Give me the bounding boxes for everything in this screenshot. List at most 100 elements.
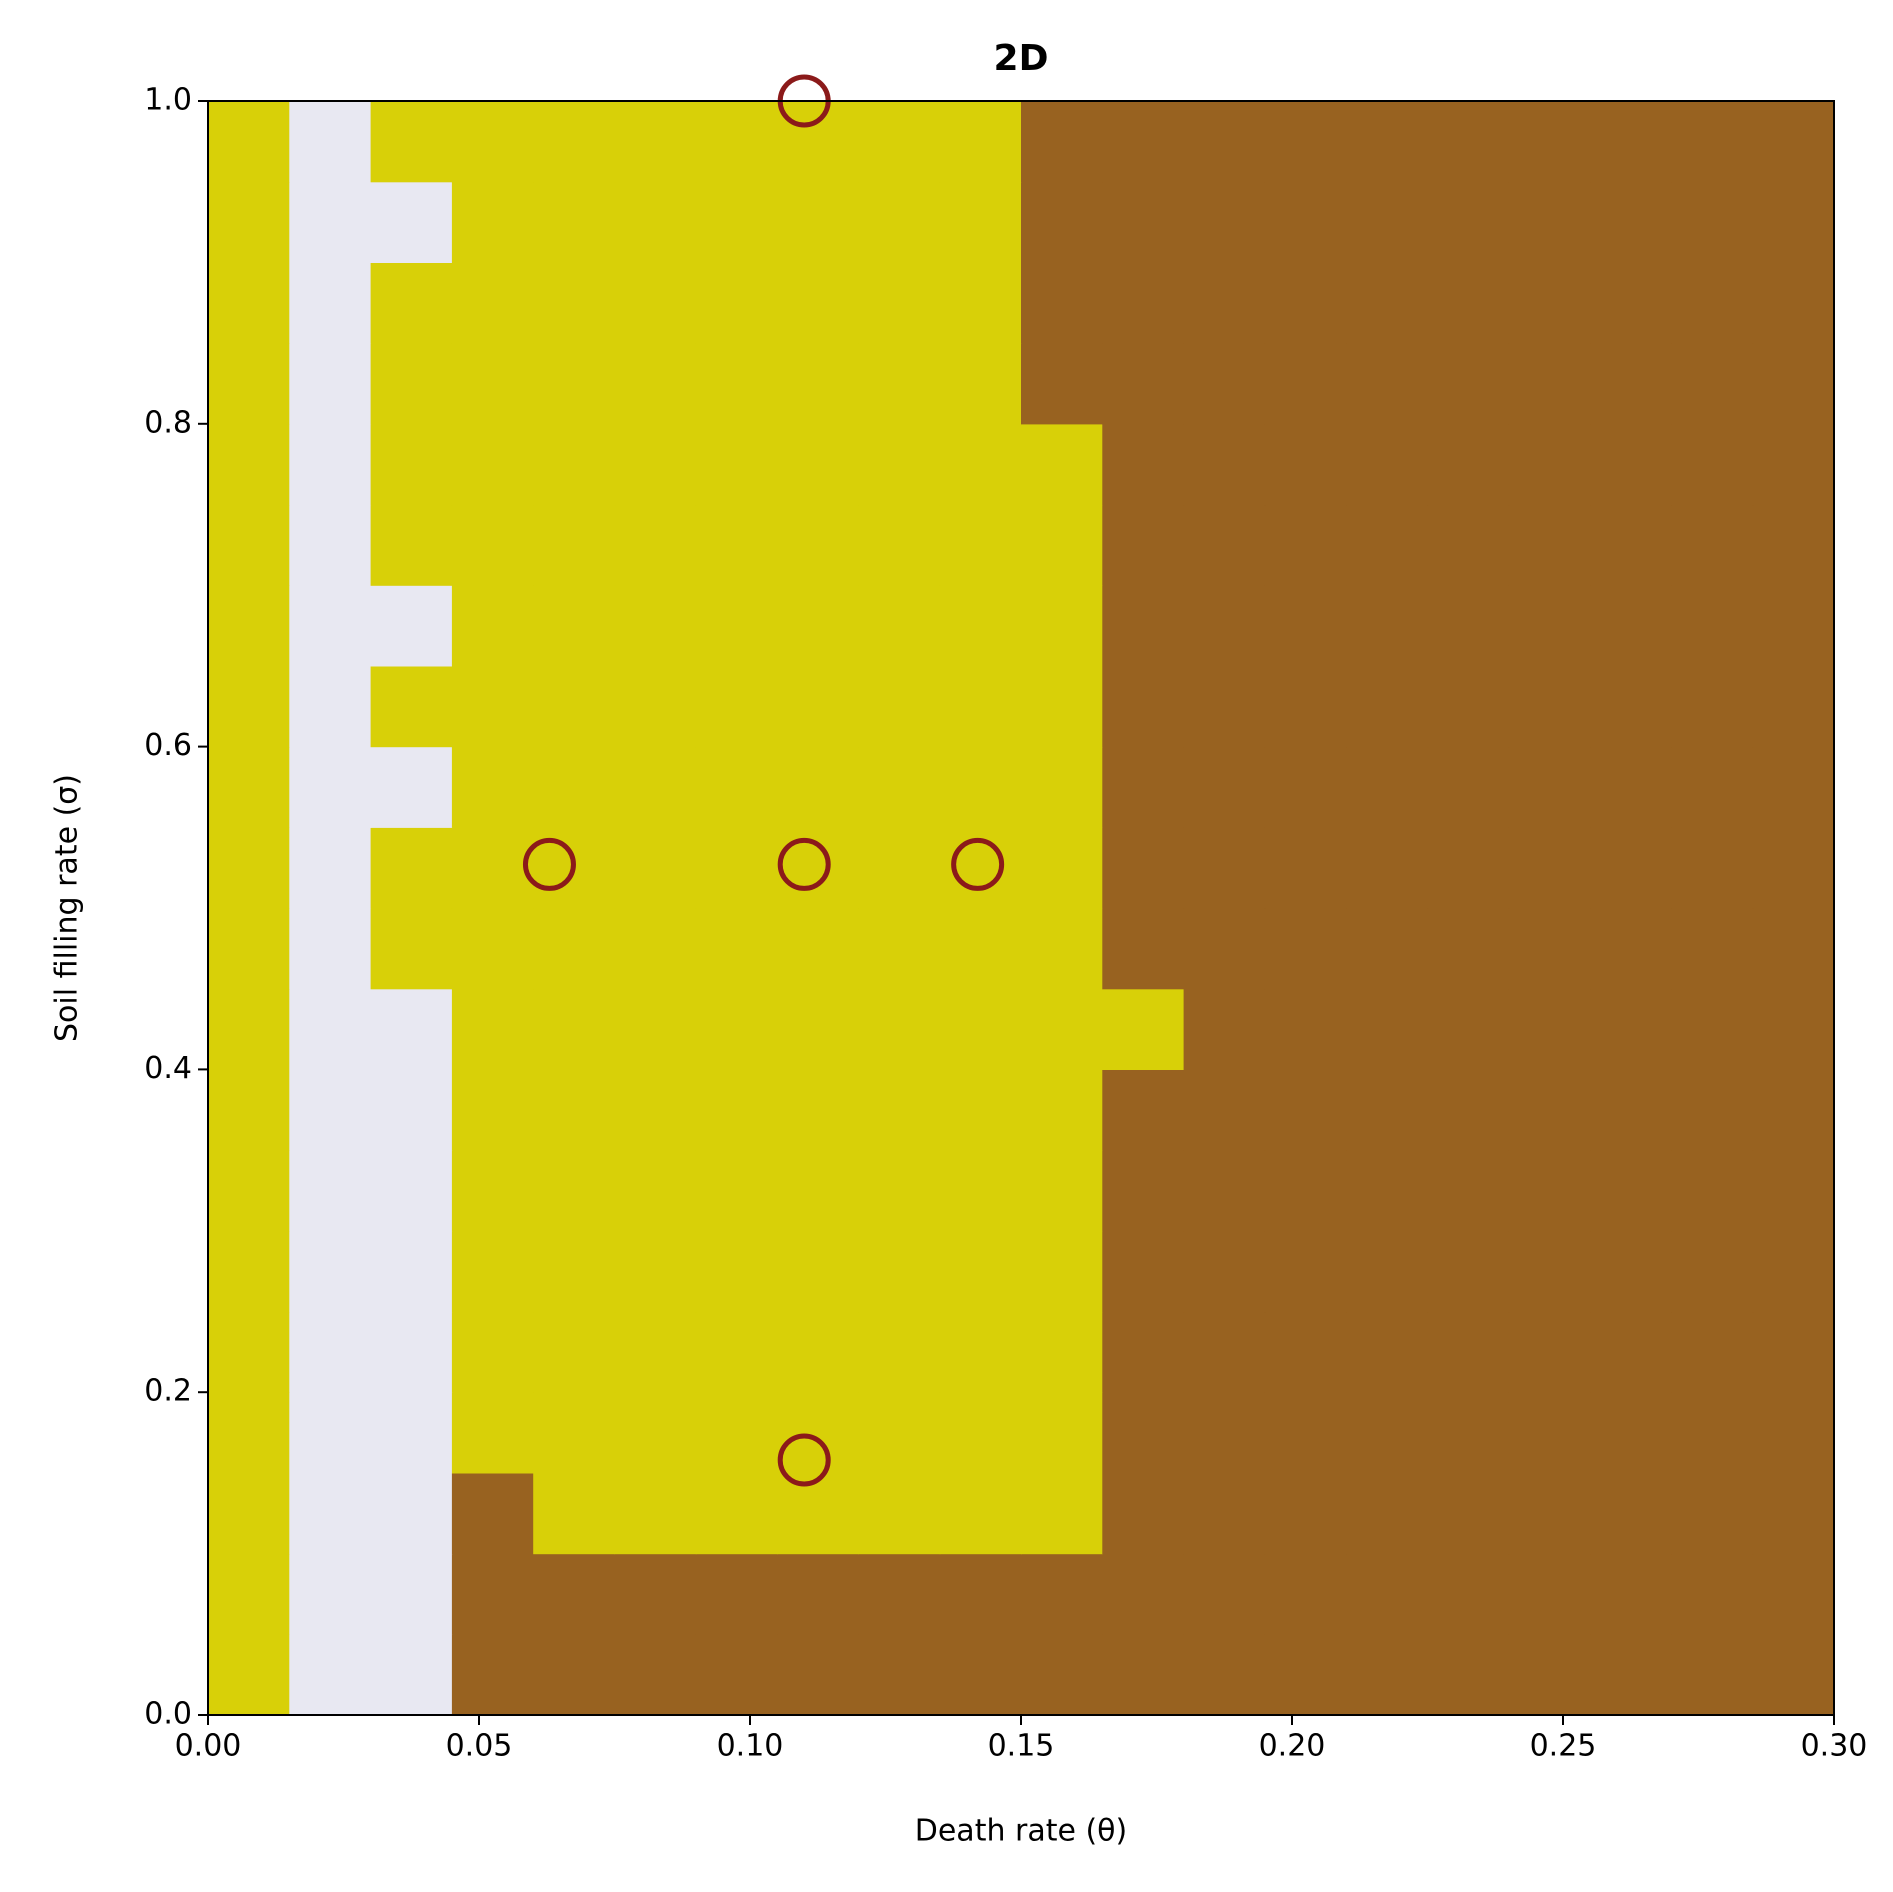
heatmap-cell <box>1752 1553 1835 1635</box>
heatmap-cell <box>1508 1069 1591 1151</box>
heatmap-cell <box>939 101 1022 183</box>
heatmap-cell <box>1752 423 1835 506</box>
heatmap-cell <box>208 1311 290 1393</box>
heatmap-cell <box>777 262 859 344</box>
heatmap-cell <box>1671 1230 1754 1313</box>
heatmap-cell <box>1590 908 1672 990</box>
x-tick-label: 0.15 <box>988 1729 1055 1764</box>
point-marker <box>522 837 576 891</box>
heatmap-cell <box>533 1230 616 1313</box>
heatmap-cell <box>1183 101 1266 183</box>
heatmap-cell <box>1264 101 1347 183</box>
heatmap-cell <box>1508 1311 1591 1393</box>
heatmap-cell <box>1427 181 1510 263</box>
heatmap-cell <box>695 827 778 909</box>
heatmap-cell <box>1346 504 1429 586</box>
heatmap-cell <box>1590 1392 1672 1474</box>
heatmap-cell <box>289 1553 372 1635</box>
heatmap-cell <box>1508 101 1591 183</box>
heatmap-cell <box>939 1392 1022 1474</box>
heatmap-cell <box>1102 988 1185 1070</box>
heatmap-cell <box>370 585 453 667</box>
heatmap-cell <box>1021 423 1103 506</box>
x-tick-label: 0.00 <box>175 1729 242 1764</box>
heatmap-cell <box>1427 827 1510 909</box>
heatmap-cell <box>370 746 453 828</box>
heatmap-cell <box>370 908 453 990</box>
y-axis-label: Soil filling rate (σ) <box>50 774 85 1042</box>
heatmap-cell <box>777 1553 859 1635</box>
heatmap-cell <box>1671 504 1754 586</box>
heatmap-cell <box>289 181 372 263</box>
heatmap-cell <box>1752 665 1835 748</box>
heatmap-cell <box>1752 1230 1835 1313</box>
heatmap-cell <box>939 1150 1022 1232</box>
heatmap-cell <box>289 1472 372 1555</box>
heatmap-cell <box>208 827 290 909</box>
heatmap-cell <box>533 1634 616 1716</box>
heatmap-cell <box>1264 1230 1347 1313</box>
heatmap-cell <box>451 1230 534 1313</box>
heatmap-cell <box>451 1553 534 1635</box>
heatmap-cell <box>451 1392 534 1474</box>
heatmap-cell <box>1264 1069 1347 1151</box>
heatmap-cell <box>1021 1553 1103 1635</box>
heatmap-cell <box>1183 665 1266 748</box>
heatmap-cell <box>1590 181 1672 263</box>
heatmap-cell <box>939 908 1022 990</box>
heatmap-cell <box>1508 746 1591 828</box>
heatmap-cell <box>1752 1150 1835 1232</box>
heatmap-cell <box>1508 988 1591 1070</box>
heatmap-cell <box>858 343 941 425</box>
heatmap-cell <box>1671 423 1754 506</box>
heatmap-cell <box>1508 343 1591 425</box>
heatmap-cell <box>614 1230 697 1313</box>
heatmap-cell <box>370 1230 453 1313</box>
heatmap-cell <box>1427 343 1510 425</box>
heatmap-cell <box>1671 585 1754 667</box>
heatmap-cell <box>1021 1150 1103 1232</box>
heatmap-cell <box>1752 1392 1835 1474</box>
heatmap-cell <box>1102 1634 1185 1716</box>
y-tick-label: 1.0 <box>144 83 192 118</box>
heatmap-cell <box>1346 1230 1429 1313</box>
heatmap-cell <box>777 746 859 828</box>
heatmap-cell <box>1183 988 1266 1070</box>
heatmap-cell <box>1183 504 1266 586</box>
heatmap-cell <box>939 665 1022 748</box>
heatmap-cell <box>1590 1553 1672 1635</box>
y-tick-label: 0.2 <box>144 1374 192 1409</box>
heatmap-cell <box>939 504 1022 586</box>
heatmap-cell <box>1346 1150 1429 1232</box>
heatmap-cell <box>1264 1311 1347 1393</box>
heatmap-cell <box>208 343 290 425</box>
heatmap-cell <box>858 1392 941 1474</box>
heatmap-cell <box>695 1069 778 1151</box>
heatmap-cell <box>1508 262 1591 344</box>
heatmap-cell <box>1102 1150 1185 1232</box>
heatmap-cell <box>1264 343 1347 425</box>
heatmap-cell <box>451 1634 534 1716</box>
x-tick-label: 0.30 <box>1801 1729 1868 1764</box>
heatmap-cell <box>1590 988 1672 1070</box>
x-tick-label: 0.10 <box>717 1729 784 1764</box>
heatmap-cell <box>1752 908 1835 990</box>
heatmap-cell <box>858 665 941 748</box>
heatmap-cell <box>1671 181 1754 263</box>
heatmap-cell <box>939 1472 1022 1555</box>
heatmap-cell <box>1102 1230 1185 1313</box>
heatmap-cell <box>208 1634 290 1716</box>
heatmap-cell <box>1427 585 1510 667</box>
heatmap-cell <box>1264 504 1347 586</box>
heatmap-cell <box>289 908 372 990</box>
heatmap-cell <box>451 423 534 506</box>
heatmap-cell <box>1346 423 1429 506</box>
heatmap-cell <box>370 262 453 344</box>
heatmap-cell <box>208 1472 290 1555</box>
heatmap-cell <box>1102 1069 1185 1151</box>
heatmap-cell <box>1752 181 1835 263</box>
heatmap-cell <box>1752 1069 1835 1151</box>
heatmap-cell <box>1671 746 1754 828</box>
heatmap-cell <box>208 988 290 1070</box>
